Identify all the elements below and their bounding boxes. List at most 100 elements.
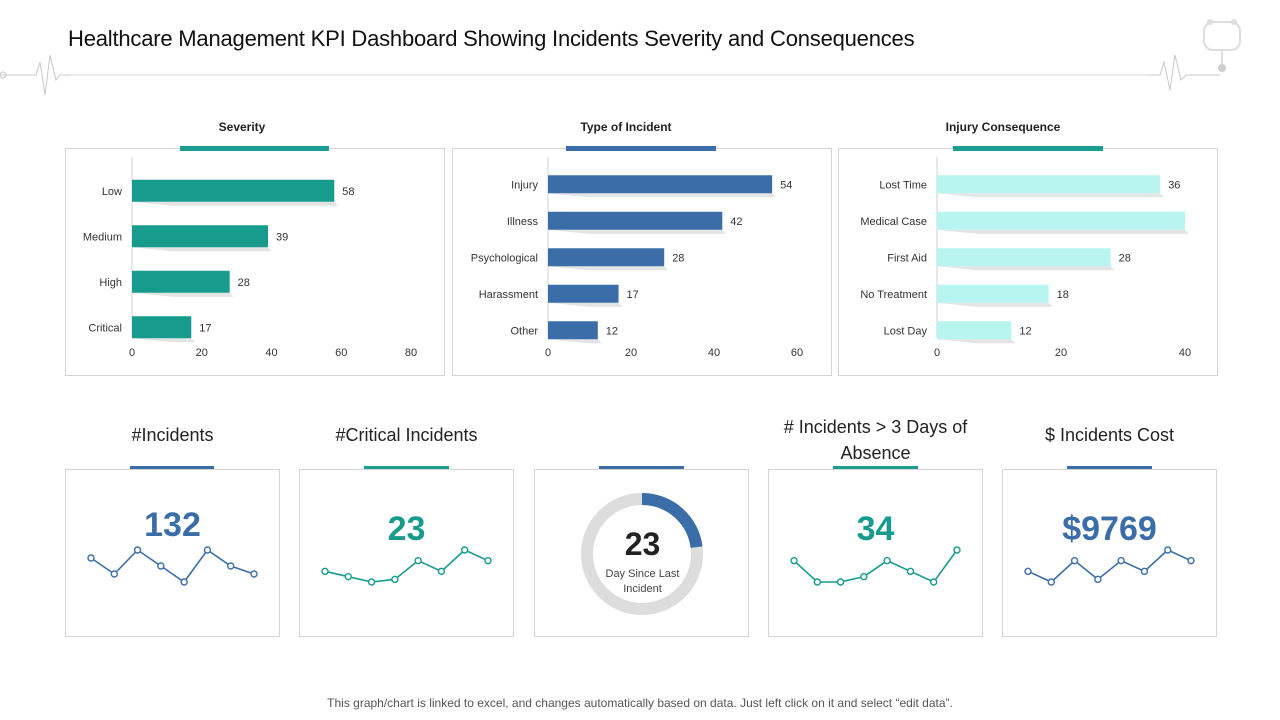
kpi-value-days-since: 23 <box>624 526 661 562</box>
sparkline-point <box>1164 546 1172 554</box>
bar-shadow <box>548 339 602 344</box>
sparkline-point <box>930 578 938 586</box>
page-title: Healthcare Management KPI Dashboard Show… <box>68 26 915 51</box>
sparkline-point <box>133 546 142 554</box>
data-label: 12 <box>606 325 618 337</box>
sparkline-path <box>1027 549 1192 583</box>
injury-consequence-chart: Lost Time 36 Medical Case First Aid 28 No Tre… <box>860 157 1191 359</box>
bar-harassment <box>548 284 619 303</box>
incidents-sparkline <box>87 546 258 586</box>
sparkline-point <box>87 554 95 562</box>
data-label: 12 <box>1019 325 1031 337</box>
bar-medium <box>132 225 269 248</box>
x-tick-label: 40 <box>708 347 720 359</box>
bar-shadow <box>132 247 273 252</box>
bar-shadow <box>937 193 1165 198</box>
bar-shadow <box>937 229 1189 234</box>
sparkline-point <box>203 546 212 554</box>
sparkline-point <box>250 570 258 578</box>
category-label: Harassment <box>479 289 538 301</box>
sparkline-point <box>391 575 399 584</box>
kpi-card-critical-incidents: 23 <box>299 469 514 637</box>
data-label: 39 <box>276 231 288 243</box>
stethoscope-icon <box>1203 19 1241 72</box>
sparkline-point <box>1094 575 1102 584</box>
data-label: 18 <box>1057 289 1069 301</box>
x-tick-label: 40 <box>1179 347 1191 359</box>
injury-consequence-chart-panel: Lost Time 36 Medical Case First Aid 28 No Tre… <box>838 148 1218 376</box>
data-label: 17 <box>199 322 211 334</box>
sparkline-point <box>790 556 798 565</box>
bar-shadow <box>937 302 1053 307</box>
sparkline-point <box>180 578 188 586</box>
incident-type-accent-bar <box>566 146 716 151</box>
absence-incidents-sparkline <box>790 546 961 586</box>
kpi-accent-incidents <box>130 466 214 470</box>
bar-medical-case <box>937 211 1185 230</box>
category-label: Psychological <box>471 252 538 264</box>
severity-chart-panel: Low 58 Medium 39 High 28 Critical 17 0 20 40 60 80 <box>65 148 445 376</box>
bar-shadow <box>548 229 727 234</box>
heartbeat-divider <box>0 54 1220 96</box>
category-label: Illness <box>507 216 539 228</box>
sparkline-point <box>461 546 469 554</box>
sparkline-point <box>1024 567 1032 576</box>
severity-accent-bar <box>180 146 329 151</box>
kpi-title-critical-incidents: #Critical Incidents <box>335 425 478 445</box>
sparkline-path <box>793 549 958 583</box>
sparkline-point <box>110 570 118 578</box>
x-tick-label: 0 <box>129 347 135 359</box>
sparkline-point <box>953 546 961 554</box>
x-tick-label: 80 <box>405 347 417 359</box>
category-label: Lost Day <box>884 325 928 337</box>
x-tick-label: 20 <box>625 347 637 359</box>
sparkline-point <box>1140 567 1149 576</box>
sparkline-point <box>906 567 915 576</box>
category-label: Low <box>102 186 122 198</box>
sparkline-point <box>157 562 165 570</box>
bar-first-aid <box>937 248 1111 267</box>
kpi-value-incidents: 132 <box>144 506 201 544</box>
kpi-title-absence-incidents: # Incidents > 3 Days of Absence <box>783 417 968 463</box>
critical-incidents-sparkline <box>321 546 492 586</box>
category-label: Other <box>510 325 538 337</box>
category-label: Lost Time <box>879 179 927 191</box>
severity-chart: Low 58 Medium 39 High 28 Critical 17 0 20 40 60 80 <box>83 157 417 359</box>
kpi-value-critical-incidents: 23 <box>387 510 426 548</box>
x-tick-label: 40 <box>265 347 277 359</box>
kpi-accent-absence <box>833 466 918 470</box>
days-donut-chart <box>581 493 703 615</box>
kpi-value-incidents-cost: $9769 <box>1062 510 1157 548</box>
severity-chart-title: Severity <box>218 120 266 134</box>
data-label: 17 <box>627 289 639 301</box>
bar-lost-time <box>937 175 1161 194</box>
bar-no-treatment <box>937 284 1049 303</box>
data-label: 58 <box>342 186 354 198</box>
sparkline-point <box>437 567 446 576</box>
kpi-card-days-since-incident: 23 Day Since Last Incident <box>534 469 749 637</box>
sparkline-point <box>1047 578 1055 586</box>
bar-critical <box>132 316 192 339</box>
x-tick-label: 0 <box>934 347 940 359</box>
category-label: Critical <box>88 322 122 334</box>
bar-shadow <box>132 201 339 206</box>
bar-shadow <box>548 266 669 271</box>
sparkline-point <box>414 556 422 565</box>
sparkline-point <box>367 578 376 586</box>
data-label: 36 <box>1168 179 1180 191</box>
category-label: First Aid <box>887 252 927 264</box>
donut-slice <box>641 493 703 549</box>
category-label: Medical Case <box>860 216 927 228</box>
bar-shadow <box>548 302 623 307</box>
sparkline-path <box>90 548 255 584</box>
category-label: Injury <box>511 179 538 191</box>
kpi-accent-cost <box>1067 466 1152 470</box>
sparkline-point <box>883 556 891 565</box>
data-label: 28 <box>1119 252 1131 264</box>
kpi-title-incidents-cost: $ Incidents Cost <box>1044 425 1175 445</box>
bar-shadow <box>132 292 234 297</box>
category-label: No Treatment <box>860 289 927 301</box>
days-since-label: Day Since Last Incident <box>605 568 680 595</box>
bar-psychological <box>548 248 665 267</box>
kpi-accent-days <box>599 466 684 470</box>
